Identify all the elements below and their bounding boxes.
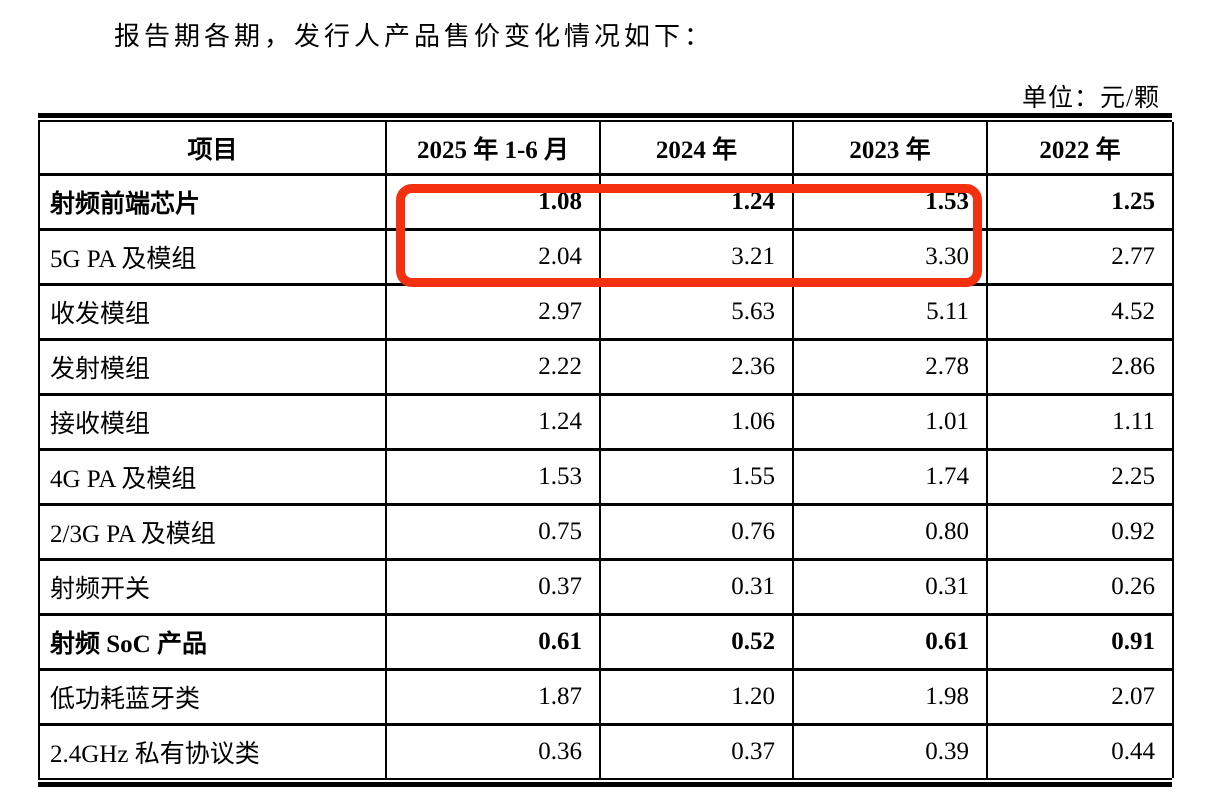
table-row: 射频开关 0.37 0.31 0.31 0.26 <box>38 558 1174 616</box>
row-label: 5G PA 及模组 <box>38 228 387 286</box>
cell-value: 0.39 <box>792 723 988 778</box>
table-row: 2.4GHz 私有协议类 0.36 0.37 0.39 0.44 <box>38 723 1174 778</box>
row-label: 射频前端芯片 <box>38 173 387 231</box>
cell-value: 0.61 <box>385 613 601 671</box>
cell-value: 0.44 <box>986 723 1174 778</box>
cell-value: 1.87 <box>385 668 601 726</box>
cell-value: 2.25 <box>986 448 1174 506</box>
cell-value: 1.06 <box>599 393 794 451</box>
cell-value: 2.77 <box>986 228 1174 286</box>
cell-value: 0.31 <box>792 558 988 616</box>
cell-value: 0.36 <box>385 723 601 778</box>
table-row: 5G PA 及模组 2.04 3.21 3.30 2.77 <box>38 228 1174 286</box>
cell-value: 1.25 <box>986 173 1174 231</box>
column-header-period: 2024 年 <box>599 122 794 176</box>
cell-value: 1.24 <box>385 393 601 451</box>
cell-value: 0.37 <box>385 558 601 616</box>
table-bottom-thick-rule <box>38 782 1172 787</box>
column-header-item: 项目 <box>38 122 387 176</box>
cell-value: 1.53 <box>385 448 601 506</box>
cell-value: 2.04 <box>385 228 601 286</box>
cell-value: 0.92 <box>986 503 1174 561</box>
cell-value: 5.63 <box>599 283 794 341</box>
cell-value: 0.76 <box>599 503 794 561</box>
row-label: 2.4GHz 私有协议类 <box>38 723 387 778</box>
price-table: 项目 2025 年 1-6 月 2024 年 2023 年 2022 年 射频前端芯片 1… <box>38 113 1174 787</box>
cell-value: 0.31 <box>599 558 794 616</box>
cell-value: 0.75 <box>385 503 601 561</box>
cell-value: 2.07 <box>986 668 1174 726</box>
cell-value: 0.80 <box>792 503 988 561</box>
row-label: 发射模组 <box>38 338 387 396</box>
cell-value: 1.74 <box>792 448 988 506</box>
row-label: 射频开关 <box>38 558 387 616</box>
unit-label: 单位：元/颗 <box>1022 85 1160 112</box>
cell-value: 1.53 <box>792 173 988 231</box>
column-header-period: 2022 年 <box>986 122 1174 176</box>
cell-value: 1.20 <box>599 668 794 726</box>
cell-value: 0.26 <box>986 558 1174 616</box>
cell-value: 1.98 <box>792 668 988 726</box>
cell-value: 1.55 <box>599 448 794 506</box>
table-row: 发射模组 2.22 2.36 2.78 2.86 <box>38 338 1174 396</box>
cell-value: 1.08 <box>385 173 601 231</box>
column-header-period: 2025 年 1-6 月 <box>385 122 601 176</box>
cell-value: 0.52 <box>599 613 794 671</box>
column-header-period: 2023 年 <box>792 122 988 176</box>
table-row: 接收模组 1.24 1.06 1.01 1.11 <box>38 393 1174 451</box>
row-label: 收发模组 <box>38 283 387 341</box>
cell-value: 0.37 <box>599 723 794 778</box>
table-top-thin-rule <box>38 120 1172 122</box>
cell-value: 1.11 <box>986 393 1174 451</box>
table-header-row: 项目 2025 年 1-6 月 2024 年 2023 年 2022 年 <box>38 122 1174 176</box>
row-label: 2/3G PA 及模组 <box>38 503 387 561</box>
cell-value: 0.61 <box>792 613 988 671</box>
product-price-table: 项目 2025 年 1-6 月 2024 年 2023 年 2022 年 射频前端芯片 1… <box>38 122 1174 778</box>
table-row: 收发模组 2.97 5.63 5.11 4.52 <box>38 283 1174 341</box>
row-label: 射频 SoC 产品 <box>38 613 387 671</box>
cell-value: 2.78 <box>792 338 988 396</box>
cell-value: 4.52 <box>986 283 1174 341</box>
table-row: 低功耗蓝牙类 1.87 1.20 1.98 2.07 <box>38 668 1174 726</box>
cell-value: 0.91 <box>986 613 1174 671</box>
cell-value: 3.21 <box>599 228 794 286</box>
table-row: 2/3G PA 及模组 0.75 0.76 0.80 0.92 <box>38 503 1174 561</box>
table-row: 4G PA 及模组 1.53 1.55 1.74 2.25 <box>38 448 1174 506</box>
table-row: 射频 SoC 产品 0.61 0.52 0.61 0.91 <box>38 613 1174 671</box>
row-label: 低功耗蓝牙类 <box>38 668 387 726</box>
intro-text: 报告期各期，发行人产品售价变化情况如下： <box>114 22 715 51</box>
table-top-thick-rule <box>38 113 1172 118</box>
cell-value: 1.01 <box>792 393 988 451</box>
cell-value: 2.86 <box>986 338 1174 396</box>
cell-value: 2.22 <box>385 338 601 396</box>
row-label: 4G PA 及模组 <box>38 448 387 506</box>
table-bottom-thin-rule <box>38 778 1172 780</box>
cell-value: 2.36 <box>599 338 794 396</box>
table-row: 射频前端芯片 1.08 1.24 1.53 1.25 <box>38 173 1174 231</box>
cell-value: 2.97 <box>385 283 601 341</box>
cell-value: 5.11 <box>792 283 988 341</box>
cell-value: 3.30 <box>792 228 988 286</box>
row-label: 接收模组 <box>38 393 387 451</box>
cell-value: 1.24 <box>599 173 794 231</box>
